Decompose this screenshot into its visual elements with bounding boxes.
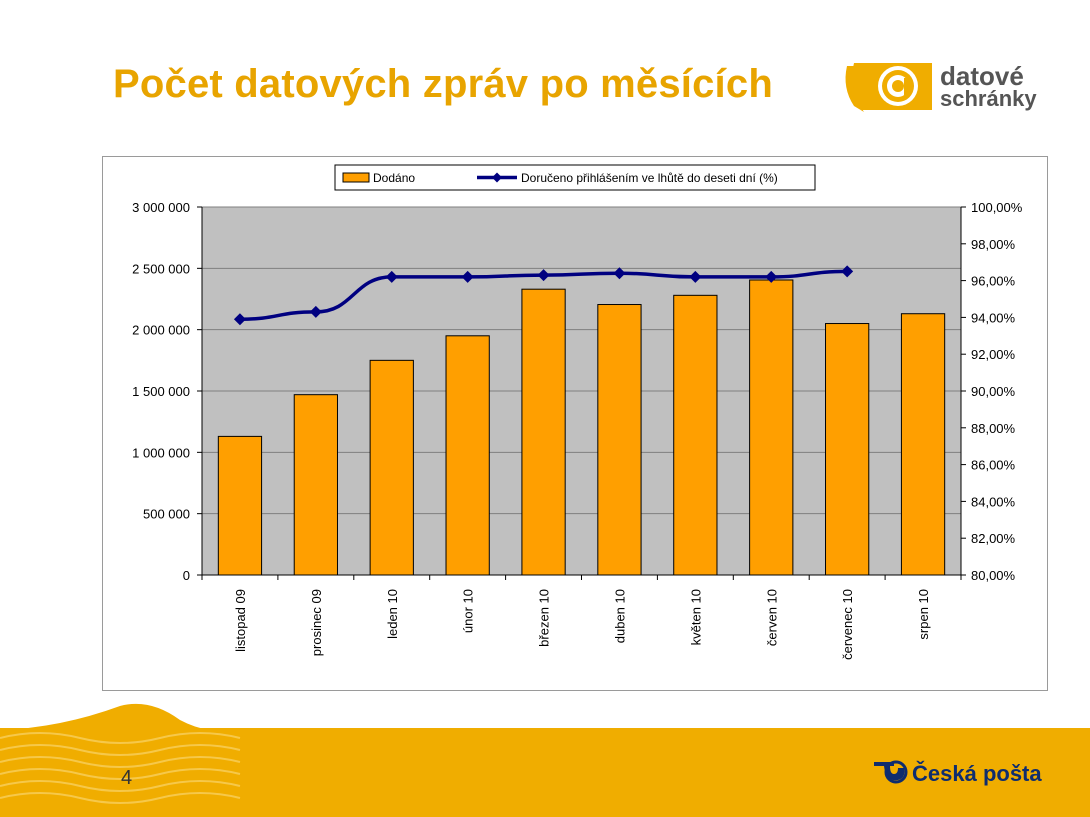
y-left-tick-label: 2 500 000 [132,261,190,276]
line-point [537,269,550,282]
x-tick-label: srpen 10 [916,589,931,640]
x-tick-label: listopad 09 [233,589,248,652]
line-point [765,270,778,283]
x-tick-label: červen 10 [764,589,779,646]
line-point [689,270,702,283]
y-right-tick-label: 82,00% [971,531,1016,546]
bar [673,294,718,576]
legend-marker-line [492,172,502,183]
legend-label-line: Doručeno přihlášením ve lhůtě do deseti … [521,171,778,185]
legend-label-bar: Dodáno [373,171,415,185]
y-right-tick-label: 86,00% [971,458,1016,473]
bar [597,304,642,576]
line-point [613,267,626,280]
y-right-tick-label: 80,00% [971,568,1016,583]
x-tick-label: únor 10 [461,589,476,633]
bar [293,394,338,576]
y-right-tick-label: 96,00% [971,274,1016,289]
y-right-tick-label: 94,00% [971,310,1016,325]
bar [825,323,870,576]
line-point [461,270,474,283]
page-title: Počet datových zpráv po měsících [113,62,773,106]
bar [521,288,566,576]
x-tick-label: květen 10 [688,589,703,645]
line-point [841,265,854,278]
line-point [309,305,322,318]
bar [369,359,414,576]
y-left-tick-label: 3 000 000 [132,200,190,215]
logo-word-datove: datové [940,61,1024,91]
bar [445,335,490,576]
logo-word-schranky: schránky [940,86,1037,111]
y-left-tick-label: 500 000 [143,507,190,522]
post-horn-icon [874,760,908,784]
wave-pattern [0,732,241,804]
line-point [385,270,398,283]
x-tick-label: březen 10 [537,589,552,647]
footer-hill [0,703,210,730]
footer-band [0,728,1090,817]
y-right-tick-label: 90,00% [971,384,1016,399]
line-point [233,313,246,326]
y-right-tick-label: 98,00% [971,237,1016,252]
datove-schranky-logo: datové schránky [842,58,1042,118]
y-left-tick-label: 1 500 000 [132,384,190,399]
y-right-tick-label: 92,00% [971,347,1016,362]
x-tick-label: prosinec 09 [309,589,324,656]
at-sign-icon [845,63,932,112]
combo-chart: 0 500 000 1 000 000 1 500 000 2 000 000 2 500… [132,164,1023,660]
x-tick-label: červenec 10 [840,589,855,660]
page-number: 4 [121,767,133,789]
bar [217,435,263,576]
bar [749,279,794,576]
y-right-tick-label: 84,00% [971,494,1016,509]
legend-swatch-bar [342,172,370,183]
legend-box [334,164,816,191]
bar [900,313,946,576]
y-left-tick-label: 2 000 000 [132,323,190,338]
ceska-posta-logo: Česká pošta [872,760,1052,790]
y-left-tick-label: 1 000 000 [132,445,190,460]
x-tick-label: leden 10 [385,589,400,639]
chart-frame: 0 500 000 1 000 000 1 500 000 2 000 000 2 500… [102,156,1048,691]
y-right-tick-label: 88,00% [971,421,1016,436]
footer-logo-text: Česká pošta [912,761,1042,786]
x-tick-label: duben 10 [612,589,627,643]
y-right-tick-label: 100,00% [971,200,1023,215]
y-left-tick-label: 0 [183,568,190,583]
